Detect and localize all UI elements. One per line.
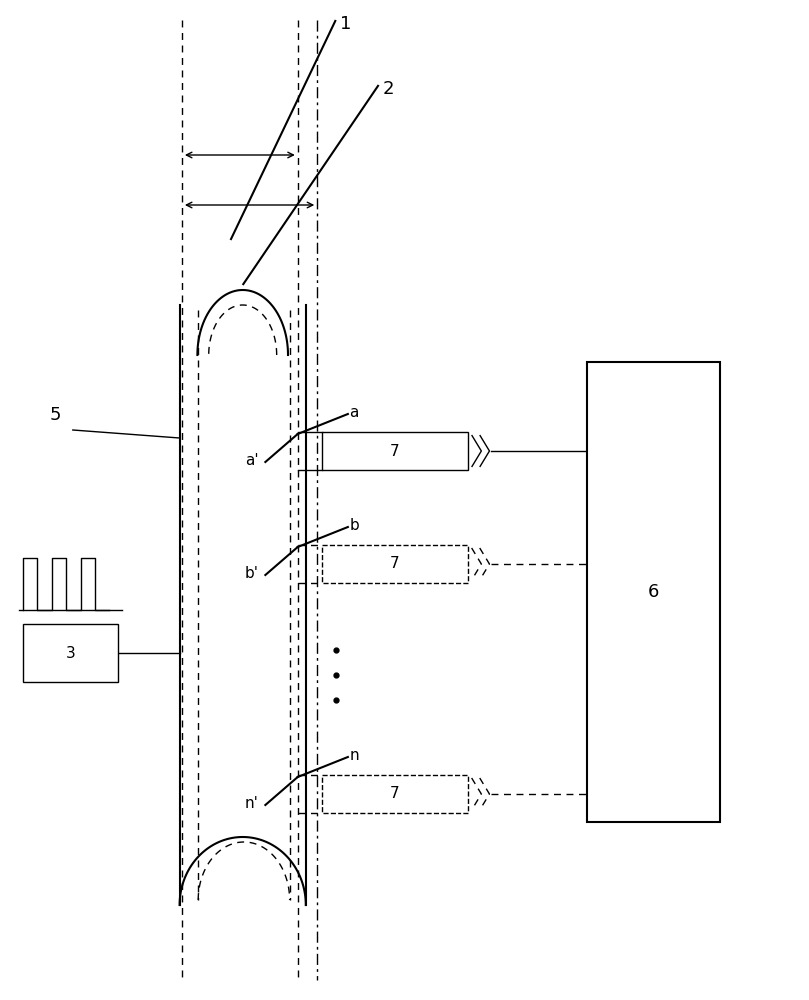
Text: b': b' <box>245 566 259 581</box>
Text: n': n' <box>245 796 259 811</box>
Text: 1: 1 <box>340 15 351 33</box>
Text: 2: 2 <box>383 80 394 98</box>
Text: a: a <box>349 405 359 420</box>
Text: 5: 5 <box>49 406 61 424</box>
Text: 7: 7 <box>390 444 400 458</box>
Text: a': a' <box>245 453 259 468</box>
Bar <box>587 362 720 822</box>
Text: 7: 7 <box>390 556 400 572</box>
Bar <box>322 545 468 583</box>
Bar <box>23 624 118 682</box>
Text: n: n <box>349 748 359 763</box>
Bar <box>322 775 468 813</box>
Text: 6: 6 <box>647 583 659 601</box>
Text: 3: 3 <box>66 646 75 661</box>
Bar <box>322 432 468 470</box>
Text: b: b <box>349 518 359 533</box>
Text: 7: 7 <box>390 786 400 802</box>
